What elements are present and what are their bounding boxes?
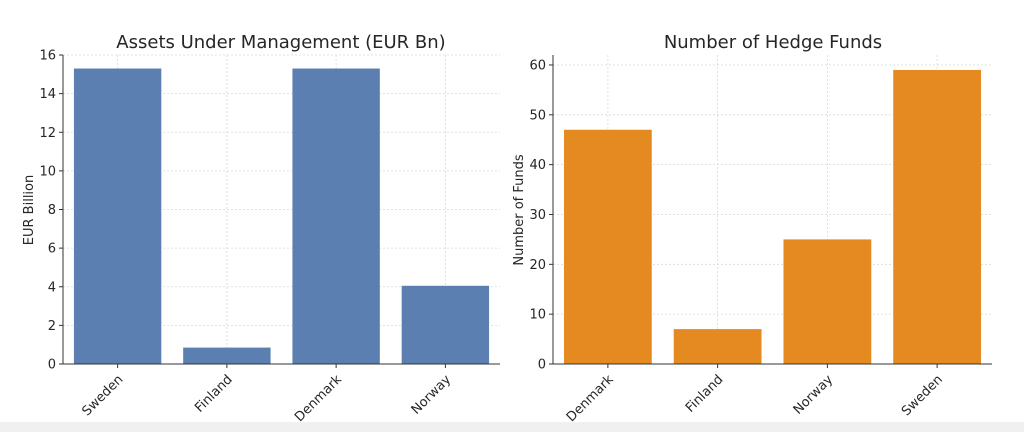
y-tick-label: 16 xyxy=(39,49,56,64)
y-tick-label: 40 xyxy=(529,158,546,173)
y-tick-label: 2 xyxy=(48,319,56,334)
bottom-strip xyxy=(0,422,1024,432)
bar-norway xyxy=(783,239,872,364)
bar-finland xyxy=(673,329,762,364)
y-tick-label: 30 xyxy=(529,208,546,223)
y-axis-label: EUR Billion xyxy=(22,175,37,245)
y-tick-label: 10 xyxy=(529,308,546,323)
x-tick-label: Finland xyxy=(192,372,235,415)
y-tick-label: 6 xyxy=(48,242,56,257)
chart-title: Assets Under Management (EUR Bn) xyxy=(116,32,445,53)
y-tick-label: 50 xyxy=(529,108,546,123)
y-tick-label: 14 xyxy=(39,87,56,102)
bar-norway xyxy=(401,285,490,364)
bar-finland xyxy=(183,347,271,364)
y-tick-label: 12 xyxy=(39,126,56,141)
hedge-fund-count-chart: Number of Hedge Funds Number of Funds 0 1… xyxy=(512,32,992,425)
bar-denmark xyxy=(292,68,380,365)
x-tick-label: Norway xyxy=(409,372,455,418)
y-tick-label: 0 xyxy=(538,358,546,373)
x-tick-label: Sweden xyxy=(899,372,946,419)
bar-sweden xyxy=(73,68,162,365)
y-tick-label: 8 xyxy=(48,203,56,218)
x-tick-label: Denmark xyxy=(564,372,617,425)
chart-title: Number of Hedge Funds xyxy=(664,32,882,53)
x-tick-label: Sweden xyxy=(80,372,127,419)
y-tick-label: 60 xyxy=(529,58,546,73)
bar-denmark xyxy=(563,129,652,364)
y-axis-label: Number of Funds xyxy=(512,154,527,266)
x-tick-label: Norway xyxy=(791,372,837,418)
y-tick-label: 10 xyxy=(39,164,56,179)
x-tick-label: Denmark xyxy=(292,372,345,425)
x-tick-label: Finland xyxy=(683,372,726,415)
y-tick-label: 4 xyxy=(48,280,56,295)
y-tick-label: 0 xyxy=(48,358,56,373)
aum-chart: Assets Under Management (EUR Bn) EUR Bil… xyxy=(22,32,500,425)
y-tick-label: 20 xyxy=(529,258,546,273)
bar-sweden xyxy=(893,69,982,365)
